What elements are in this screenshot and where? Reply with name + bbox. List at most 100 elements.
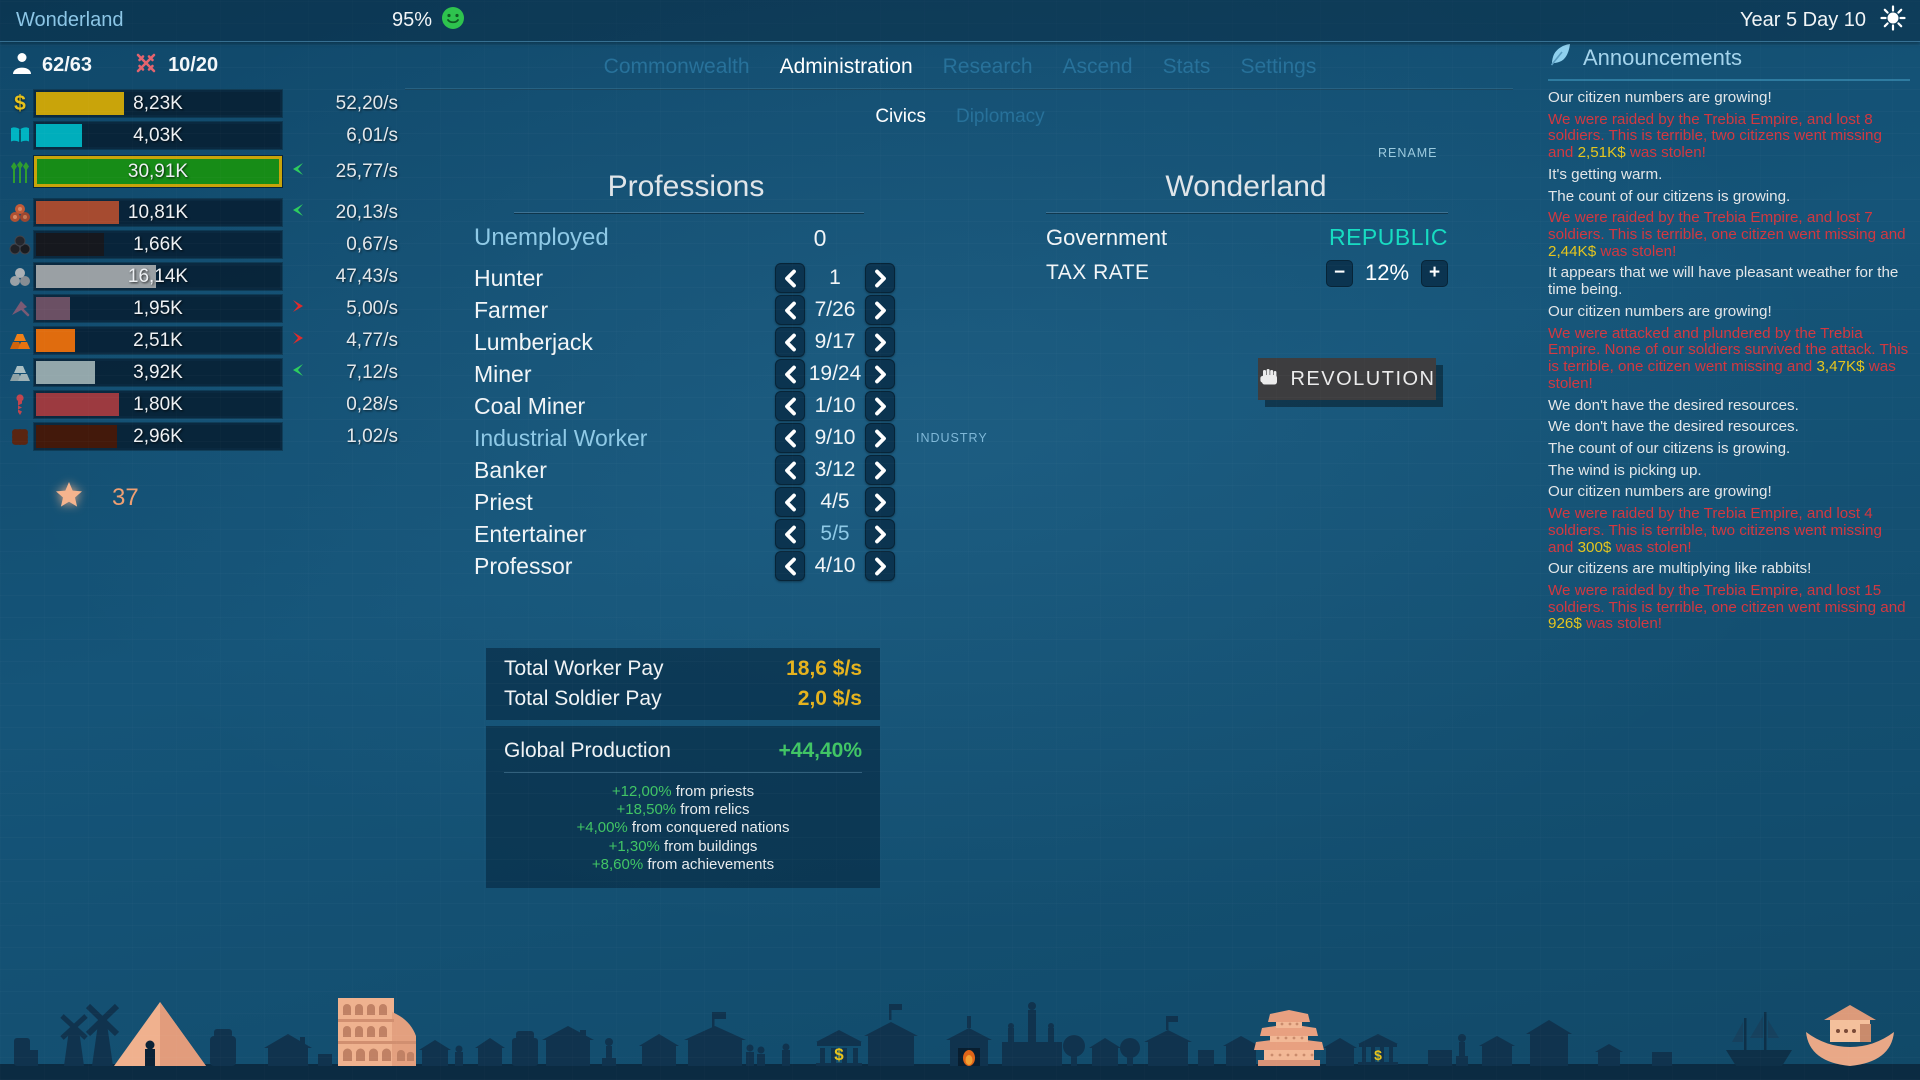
resource-bar-food: 30,91K (34, 156, 282, 187)
resource-bar-research: 4,03K (34, 122, 282, 149)
unemployed-row: Unemployed 0 (474, 222, 934, 254)
increase-industrial-worker-button[interactable] (865, 423, 895, 453)
unemployed-label: Unemployed (474, 224, 609, 251)
screw-icon (6, 393, 34, 416)
decrease-industrial-worker-button[interactable] (775, 423, 805, 453)
green-left-arrow-icon (290, 161, 306, 182)
green-left-arrow-icon (290, 362, 306, 383)
stone-icon (6, 267, 34, 287)
tabs-divider (405, 88, 1513, 90)
resource-rate-stone: 47,43/s (335, 265, 398, 287)
decrease-miner-button[interactable] (775, 359, 805, 389)
announcement-item: The count of our citizens is growing. (1548, 187, 1791, 205)
announcements-panel: Announcements Our citizen numbers are gr… (1548, 42, 1910, 638)
increase-banker-button[interactable] (865, 455, 895, 485)
soldier-pay-value: 2,0 $/s (797, 687, 862, 710)
resource-row-research: 4,03K 6,01/s (6, 122, 406, 149)
resource-value-gold: 2,51K (133, 329, 183, 351)
announcement-item: The count of our citizens is growing. (1548, 439, 1791, 457)
resource-bar-money: 8,23K (34, 90, 282, 117)
decrease-entertainer-button[interactable] (775, 519, 805, 549)
rename-button[interactable]: RENAME (1378, 146, 1438, 160)
government-value[interactable]: REPUBLIC (1328, 224, 1448, 250)
tab-ascend[interactable]: Ascend (1062, 55, 1133, 78)
profession-count-professor: 4/10 (814, 554, 856, 577)
iron-bars-icon (6, 364, 34, 382)
announcements-title: Announcements (1583, 44, 1742, 70)
tax-decrease-button[interactable]: − (1326, 259, 1353, 287)
increase-coal-miner-button[interactable] (865, 391, 895, 421)
resource-bar-stone: 16,14K (34, 263, 282, 290)
decrease-professor-button[interactable] (775, 551, 805, 581)
revolution-label: REVOLUTION (1290, 367, 1436, 390)
decrease-farmer-button[interactable] (775, 295, 805, 325)
increase-hunter-button[interactable] (865, 263, 895, 293)
decrease-coal-miner-button[interactable] (775, 391, 805, 421)
resource-bar-iron: 3,92K (34, 359, 282, 386)
resource-value-iron: 3,92K (133, 361, 183, 383)
production-breakdown-line: +1,30% from buildings (608, 837, 758, 855)
profession-label-lumberjack: Lumberjack (474, 328, 593, 355)
resource-bar-coal: 1,66K (34, 231, 282, 258)
profession-count-entertainer: 5/5 (820, 522, 850, 545)
resource-value-coal: 1,66K (133, 233, 183, 255)
crossed-swords-icon (134, 51, 158, 80)
civics-divider (1046, 212, 1448, 213)
profession-count-banker: 3/12 (814, 458, 856, 481)
increase-lumberjack-button[interactable] (865, 327, 895, 357)
announcement-item: Our citizen numbers are growing! (1548, 89, 1772, 106)
resource-value-leather: 2,96K (133, 425, 183, 447)
fist-icon (1258, 366, 1280, 393)
decrease-priest-button[interactable] (775, 487, 805, 517)
decrease-banker-button[interactable] (775, 455, 805, 485)
resource-row-money: $8,23K 52,20/s (6, 90, 406, 117)
worker-pay-value: 18,6 $/s (786, 657, 862, 680)
production-breakdown-line: +12,00% from priests (611, 783, 755, 800)
tab-administration[interactable]: Administration (779, 55, 913, 78)
subtab-diplomacy[interactable]: Diplomacy (955, 106, 1045, 127)
resource-row-food: 30,91K 25,77/s (6, 156, 406, 187)
announcements-divider (1548, 79, 1910, 81)
svg-text:$: $ (1374, 1047, 1382, 1063)
happy-face-icon (441, 6, 465, 35)
profession-count-priest: 4/5 (820, 490, 850, 513)
red-right-arrow-icon (290, 298, 306, 319)
resource-value-research: 4,03K (133, 124, 183, 146)
increase-professor-button[interactable] (865, 551, 895, 581)
production-breakdown: +12,00% from priests +18,50% from relics +… (504, 783, 862, 874)
increase-miner-button[interactable] (865, 359, 895, 389)
resource-bar-gold: 2,51K (34, 327, 282, 354)
tab-research[interactable]: Research (942, 55, 1033, 78)
profession-label-industrial-worker: Industrial Worker (474, 424, 648, 451)
increase-priest-button[interactable] (865, 487, 895, 517)
resource-value-stone: 16,14K (127, 265, 189, 287)
citizen-icon (12, 52, 32, 79)
resource-row-gold: 2,51K 4,77/s (6, 327, 406, 354)
tax-increase-button[interactable]: + (1421, 259, 1448, 287)
tab-stats[interactable]: Stats (1162, 55, 1211, 78)
decrease-lumberjack-button[interactable] (775, 327, 805, 357)
revolution-button[interactable]: REVOLUTION (1258, 358, 1436, 400)
resource-bar-tools: 1,80K (34, 391, 282, 418)
production-breakdown-line: +8,60% from achievements (591, 855, 775, 873)
professions-title: Professions (607, 170, 765, 203)
resource-row-leather: 2,96K 1,02/s (6, 423, 406, 450)
tax-rate-label: TAX RATE (1046, 261, 1150, 284)
trowel-icon (6, 299, 34, 319)
decrease-hunter-button[interactable] (775, 263, 805, 293)
subtab-civics[interactable]: Civics (875, 106, 926, 127)
increase-farmer-button[interactable] (865, 295, 895, 325)
increase-entertainer-button[interactable] (865, 519, 895, 549)
tab-commonwealth[interactable]: Commonwealth (603, 55, 750, 78)
profession-row-hunter: Hunter 1 (474, 262, 934, 294)
resource-rate-iron: 7,12/s (346, 361, 398, 383)
tab-settings[interactable]: Settings (1240, 55, 1317, 78)
announcement-item: It's getting warm. (1548, 165, 1663, 183)
profession-label-entertainer: Entertainer (474, 520, 587, 547)
announcement-item: Our citizen numbers are growing! (1548, 483, 1772, 501)
profession-row-industrial-worker: Industrial Worker 9/10 (474, 422, 934, 454)
announcement-item: We don't have the desired resources. (1548, 396, 1799, 414)
resource-bar-wood: 10,81K (34, 199, 282, 226)
government-label: Government (1046, 224, 1168, 250)
resource-value-food: 30,91K (127, 160, 189, 182)
